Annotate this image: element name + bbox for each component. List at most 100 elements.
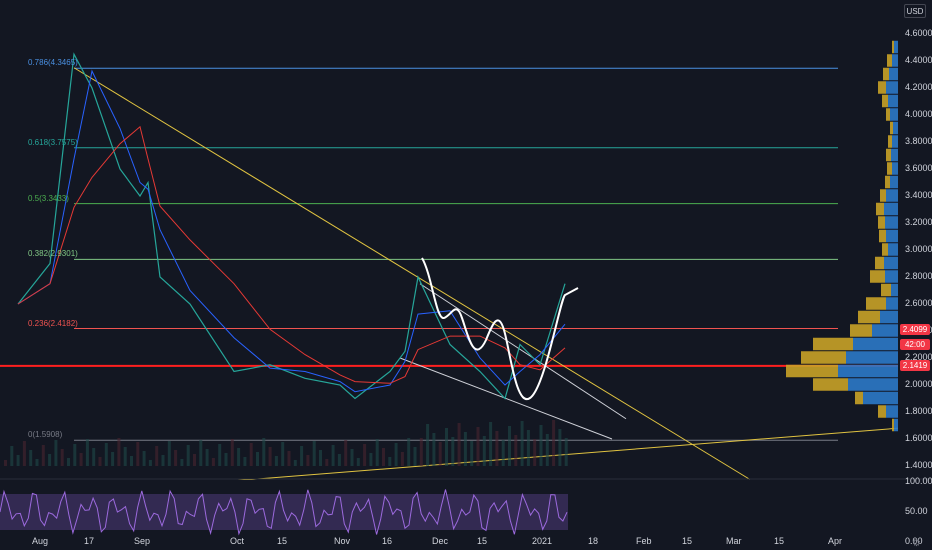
- volume-bar: [356, 458, 360, 466]
- volume-bar: [29, 450, 33, 466]
- volume-bar: [426, 424, 430, 466]
- volume-bar: [54, 440, 58, 466]
- volume-profile-bar-up: [888, 243, 898, 256]
- price-axis-label: 3.8000: [905, 136, 932, 146]
- volume-bar: [552, 420, 556, 466]
- volume-bar: [104, 443, 108, 466]
- volume-profile-bar-up: [888, 94, 898, 108]
- volume-profile-bar-up: [890, 175, 898, 189]
- volume-profile-bar-down: [875, 256, 884, 270]
- volume-bar: [60, 449, 64, 466]
- volume-bar: [470, 441, 474, 466]
- volume-bar: [331, 445, 335, 466]
- volume-profile-bar-up: [886, 189, 898, 202]
- volume-profile-bar-up: [853, 337, 898, 351]
- volume-bar: [463, 432, 467, 466]
- volume-bar: [22, 441, 26, 466]
- volume-profile-bar-down: [878, 81, 886, 94]
- volume-bar: [539, 425, 543, 466]
- gear-icon[interactable]: ⚙: [912, 538, 921, 549]
- wedge-upper-line: [419, 283, 627, 420]
- volume-bar: [375, 439, 379, 466]
- volume-profile-bar-down: [786, 364, 838, 378]
- price-axis-label: 1.6000: [905, 433, 932, 443]
- time-axis-label: Mar: [726, 536, 742, 546]
- time-axis-label: 17: [84, 536, 95, 546]
- volume-bar: [205, 449, 209, 466]
- volume-profile-bar-down: [813, 378, 848, 391]
- volume-profile-bar-down: [879, 229, 886, 243]
- volume-bar: [306, 455, 310, 466]
- volume-bar: [337, 454, 341, 466]
- volume-profile-bar-down: [886, 108, 890, 121]
- rsi-axis-label: 50.00: [905, 506, 928, 516]
- volume-bar: [199, 440, 203, 466]
- volume-bar: [382, 448, 385, 466]
- volume-profile-bar-up: [838, 364, 898, 378]
- wedge-lower-line: [399, 357, 613, 440]
- volume-bar: [79, 453, 83, 466]
- volume-bar: [564, 438, 568, 466]
- time-axis-label: 15: [682, 536, 693, 546]
- volume-bar: [230, 439, 234, 466]
- fib-label: 0.5(3.3433): [28, 193, 69, 203]
- time-axis-label: 15: [774, 536, 785, 546]
- volume-profile-bar-down: [892, 418, 894, 432]
- currency-button[interactable]: USD: [904, 4, 926, 18]
- volume-profile-bar-up: [848, 378, 898, 391]
- volume-bar: [180, 459, 184, 466]
- rsi-axis-label: 0.00: [905, 536, 923, 546]
- volume-profile-bar-up: [892, 54, 898, 67]
- volume-profile-bar-up: [884, 256, 898, 270]
- volume-profile-bar-up: [892, 135, 898, 148]
- time-axis-label: Dec: [432, 536, 449, 546]
- volume-bar: [35, 459, 39, 466]
- volume-profile-bar-down: [882, 94, 888, 108]
- time-axis-label: 15: [277, 536, 288, 546]
- price-tag: 2.4099: [900, 323, 930, 335]
- volume-bar: [432, 433, 436, 466]
- volume-bar: [41, 445, 45, 466]
- fib-label: 0.236(2.4182): [28, 318, 78, 328]
- fib-label: 0(1.5908): [28, 430, 63, 440]
- volume-bar: [451, 437, 455, 466]
- volume-bar: [526, 430, 530, 466]
- rsi-line: [0, 489, 568, 536]
- volume-bar: [514, 435, 518, 466]
- price-axis-label: 4.6000: [905, 28, 932, 38]
- volume-bar: [300, 446, 304, 466]
- volume-bar: [438, 442, 442, 466]
- volume-bar: [155, 446, 159, 466]
- volume-bar: [148, 460, 152, 466]
- volume-bar: [281, 442, 285, 466]
- volume-profile-bar-down: [892, 40, 894, 54]
- time-axis-label: Nov: [334, 536, 351, 546]
- volume-bar: [262, 438, 266, 466]
- volume-profile-bar-down: [888, 135, 892, 148]
- volume-bar: [117, 438, 121, 466]
- rsi-axis-label: 100.00: [905, 476, 932, 486]
- volume-bar: [363, 444, 367, 466]
- volume-profile-bar-up: [886, 229, 898, 243]
- volume-bar: [4, 460, 7, 466]
- ema-fast-line: [17, 69, 566, 393]
- fib-label: 0.618(3.7575): [28, 137, 78, 147]
- volume-bar: [274, 456, 278, 466]
- time-axis-label: 18: [588, 536, 599, 546]
- volume-bar: [73, 444, 77, 466]
- time-axis-label: Aug: [32, 536, 49, 546]
- price-axis-label: 4.0000: [905, 109, 932, 119]
- price-axis-label: 2.6000: [905, 298, 932, 308]
- volume-profile-bar-down: [885, 175, 890, 189]
- volume-bar: [211, 458, 215, 466]
- volume-bar: [545, 434, 549, 466]
- volume-bar: [400, 452, 404, 466]
- price-axis-label: 2.0000: [905, 379, 932, 389]
- volume-bar: [98, 457, 102, 466]
- volume-profile-bar-up: [846, 351, 898, 364]
- volume-bar: [293, 460, 297, 466]
- volume-profile-bar-up: [893, 121, 898, 135]
- volume-bar: [520, 421, 524, 466]
- volume-profile-bar-up: [894, 40, 898, 54]
